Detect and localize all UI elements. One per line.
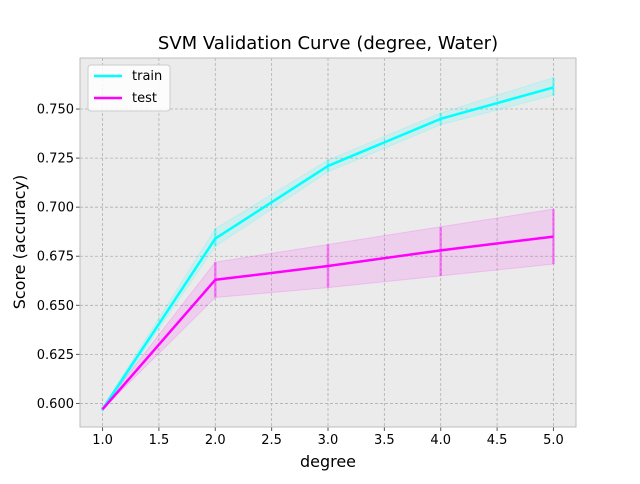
x-tick-label: 2.0 (205, 433, 226, 448)
x-tick-label: 3.0 (318, 433, 339, 448)
y-tick-label: 0.675 (37, 250, 74, 265)
chart-title: SVM Validation Curve (degree, Water) (158, 33, 498, 54)
legend-label-train: train (132, 69, 162, 84)
series-line-test (101, 235, 554, 411)
x-tick-label: 4.5 (487, 433, 508, 448)
plot-frame (79, 57, 577, 428)
y-tick-label: 0.650 (37, 299, 74, 314)
y-axis-label: Score (accuracy) (10, 175, 29, 310)
x-tick-label: 5.0 (543, 433, 564, 448)
x-tick-label: 3.5 (374, 433, 395, 448)
x-tick-label: 1.0 (92, 433, 113, 448)
y-tick-label: 0.625 (37, 348, 74, 363)
y-tick-label: 0.750 (37, 103, 74, 118)
legend-label-test: test (132, 91, 157, 106)
x-tick-label: 4.0 (430, 433, 451, 448)
confidence-band-test (102, 208, 554, 411)
x-tick-label: 2.5 (261, 433, 282, 448)
y-tick-label: 0.600 (37, 397, 74, 412)
tick-labels: 1.0 1.5 2.0 2.5 3.0 3.5 4.0 4.5 5.0 0.600 0.625 0.6… (37, 103, 564, 448)
x-axis-label: degree (300, 452, 356, 471)
y-tick-label: 0.700 (37, 201, 74, 216)
legend: train test (87, 64, 171, 112)
series-line-train (101, 86, 554, 411)
confidence-bands (102, 76, 554, 413)
series-lines (101, 86, 554, 411)
confidence-band-train (102, 76, 554, 413)
x-tick-label: 1.5 (149, 433, 170, 448)
y-tick-label: 0.725 (37, 152, 74, 167)
